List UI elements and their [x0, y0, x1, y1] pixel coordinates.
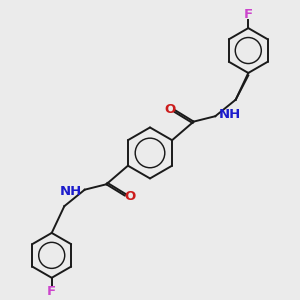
- Text: F: F: [47, 285, 56, 298]
- Text: NH: NH: [218, 108, 241, 121]
- Text: NH: NH: [59, 185, 82, 198]
- Text: O: O: [125, 190, 136, 203]
- Text: F: F: [244, 8, 253, 21]
- Text: O: O: [164, 103, 175, 116]
